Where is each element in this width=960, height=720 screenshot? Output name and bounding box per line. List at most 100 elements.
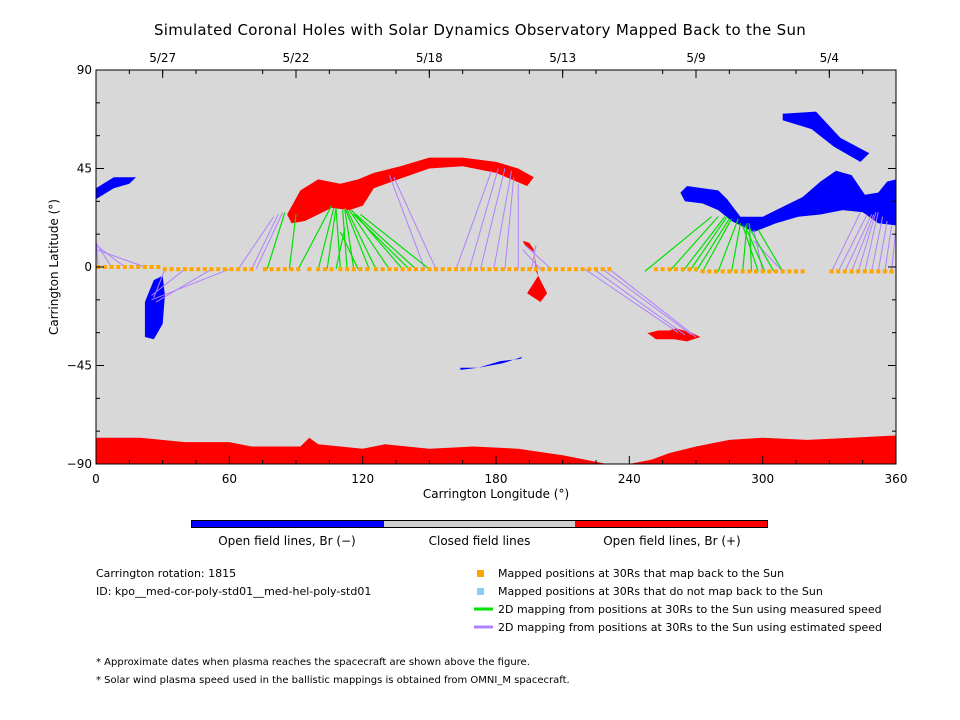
mapped-position-point xyxy=(420,267,425,272)
colorbar-label-positive: Open field lines, Br (+) xyxy=(603,534,741,548)
estimated-mapping-line xyxy=(877,220,888,272)
mapped-position-point xyxy=(249,267,254,272)
measured-mapping-line xyxy=(344,209,355,270)
x-axis-label: Carrington Longitude (°) xyxy=(423,487,569,501)
date-tick-label: 5/27 xyxy=(149,51,176,65)
mapped-position-point xyxy=(365,267,370,272)
mapped-position-point xyxy=(587,267,592,272)
coronal-hole-positive-8 xyxy=(96,435,896,464)
coronal-hole-negative-2 xyxy=(680,170,896,232)
measured-mapping-line xyxy=(742,223,748,272)
mapped-position-point xyxy=(534,267,538,272)
mapped-position-point xyxy=(289,267,294,272)
mapped-position-point xyxy=(136,265,141,269)
estimated-mapping-line xyxy=(95,249,146,268)
mapped-position-point xyxy=(209,267,214,272)
mapped-position-point xyxy=(480,267,485,272)
mapped-position-point xyxy=(734,269,738,274)
estimated-mapping-line xyxy=(504,177,515,270)
mapped-position-point xyxy=(754,269,758,274)
mapped-position-point xyxy=(607,267,612,272)
mapped-position-point xyxy=(216,267,221,272)
mapped-position-point xyxy=(447,267,452,272)
date-tick-label: 5/22 xyxy=(283,51,310,65)
mapped-position-point xyxy=(494,267,498,272)
mapped-position-point xyxy=(169,267,174,272)
mapped-position-point xyxy=(262,267,267,272)
measured-mapping-line xyxy=(342,210,348,270)
carrington-rotation: Carrington rotation: 1815 xyxy=(96,567,237,580)
mapped-position-point xyxy=(162,267,167,272)
mapped-position-point xyxy=(345,267,350,272)
coronal-hole-negative-3 xyxy=(782,111,870,162)
mapped-position-point xyxy=(720,269,725,274)
x-tick-label: 0 xyxy=(92,472,100,486)
y-axis-label: Carrington Latitude (°) xyxy=(47,199,61,335)
mapped-position-point xyxy=(842,269,847,274)
estimated-mapping-line xyxy=(388,174,426,270)
estimated-mapping-line xyxy=(857,212,877,272)
mapped-position-point xyxy=(338,267,343,272)
x-tick-label: 180 xyxy=(485,472,508,486)
measured-mapping-line xyxy=(744,225,766,272)
estimated-mapping-line xyxy=(844,214,873,272)
mapped-position-point xyxy=(434,267,438,272)
colorbar-label-negative: Open field lines, Br (−) xyxy=(218,534,356,548)
estimated-mapping-line xyxy=(851,214,875,272)
mapped-position-point xyxy=(149,265,154,269)
y-tick-label: 45 xyxy=(77,162,92,176)
mapped-position-point xyxy=(460,267,465,272)
estimated-mapping-line xyxy=(468,168,499,270)
mapped-position-point xyxy=(667,267,672,272)
mapped-position-point xyxy=(500,267,505,272)
estimated-mapping-line xyxy=(531,245,537,270)
colorbar xyxy=(191,520,768,528)
estimated-mapping-line xyxy=(524,244,552,270)
coronal-hole-positive-6 xyxy=(522,240,548,302)
measured-mapping-line xyxy=(730,223,742,272)
mapped-position-point xyxy=(829,269,834,274)
mapped-position-point xyxy=(714,269,718,274)
mapped-position-point xyxy=(387,267,392,272)
mapped-position-point xyxy=(242,267,247,272)
y-tick-label: 90 xyxy=(77,63,92,77)
mapped-position-point xyxy=(507,267,512,272)
date-tick-label: 5/9 xyxy=(686,51,705,65)
measured-mapping-line xyxy=(355,214,417,270)
mapped-position-point xyxy=(794,269,798,274)
x-tick-label: 300 xyxy=(751,472,774,486)
mapped-position-point xyxy=(282,267,287,272)
mapped-position-point xyxy=(222,267,227,272)
mapped-position-point xyxy=(600,267,605,272)
mapped-position-point xyxy=(727,269,732,274)
mapped-position-point xyxy=(236,267,241,272)
measured-mapping-line xyxy=(644,216,712,272)
mapped-position-point xyxy=(142,265,147,269)
mapped-position-point xyxy=(414,267,418,272)
mapped-position-point xyxy=(182,267,187,272)
mapped-position-point xyxy=(102,265,107,269)
estimated-mapping-line xyxy=(593,268,686,336)
mapped-position-point xyxy=(889,269,894,274)
measured-mapping-line xyxy=(717,218,739,272)
mapped-position-point xyxy=(394,267,398,272)
mapped-position-point xyxy=(836,269,841,274)
estimated-mapping-line xyxy=(522,249,541,270)
mapped-position-point xyxy=(774,269,778,274)
mapped-position-point xyxy=(520,267,525,272)
mapped-position-point xyxy=(276,267,281,272)
legend-estimated-label: 2D mapping from positions at 30Rs to the… xyxy=(498,621,883,634)
mapped-position-point xyxy=(109,265,114,269)
measured-mapping-line xyxy=(688,216,728,272)
measured-mapping-line xyxy=(668,216,719,272)
mapped-position-point xyxy=(767,269,772,274)
model-id: ID: kpo__med-cor-poly-std01__med-hel-pol… xyxy=(96,585,372,598)
footnote-dates: * Approximate dates when plasma reaches … xyxy=(96,657,530,668)
mapped-position-point xyxy=(780,269,785,274)
estimated-mapping-line xyxy=(155,268,212,303)
estimated-mapping-line xyxy=(864,212,879,272)
estimated-mapping-line xyxy=(837,214,868,272)
legend-mapped-label: Mapped positions at 30Rs that map back t… xyxy=(498,567,785,580)
legend-measured-label: 2D mapping from positions at 30Rs to the… xyxy=(498,603,882,616)
